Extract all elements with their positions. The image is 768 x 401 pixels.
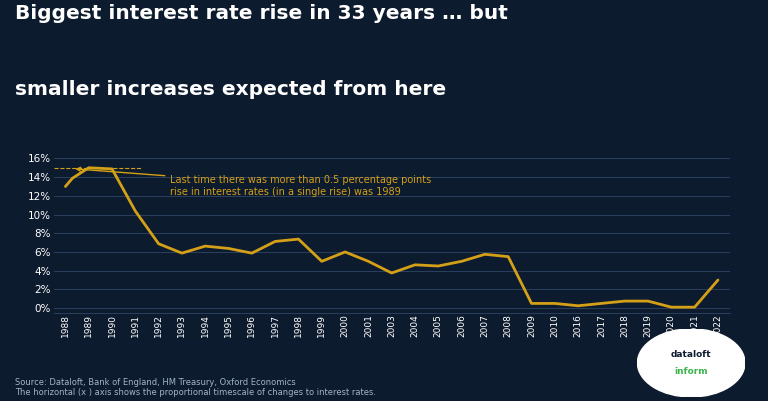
Text: Source: Dataloft, Bank of England, HM Treasury, Oxford Economics
The horizontal : Source: Dataloft, Bank of England, HM Tr… <box>15 378 376 397</box>
Text: dataloft: dataloft <box>671 350 711 358</box>
Text: Biggest interest rate rise in 33 years … but: Biggest interest rate rise in 33 years …… <box>15 4 508 23</box>
Ellipse shape <box>637 329 745 397</box>
Text: Last time there was more than 0.5 percentage points
rise in interest rates (in a: Last time there was more than 0.5 percen… <box>77 167 432 197</box>
Text: inform: inform <box>674 367 708 376</box>
Text: smaller increases expected from here: smaller increases expected from here <box>15 80 446 99</box>
